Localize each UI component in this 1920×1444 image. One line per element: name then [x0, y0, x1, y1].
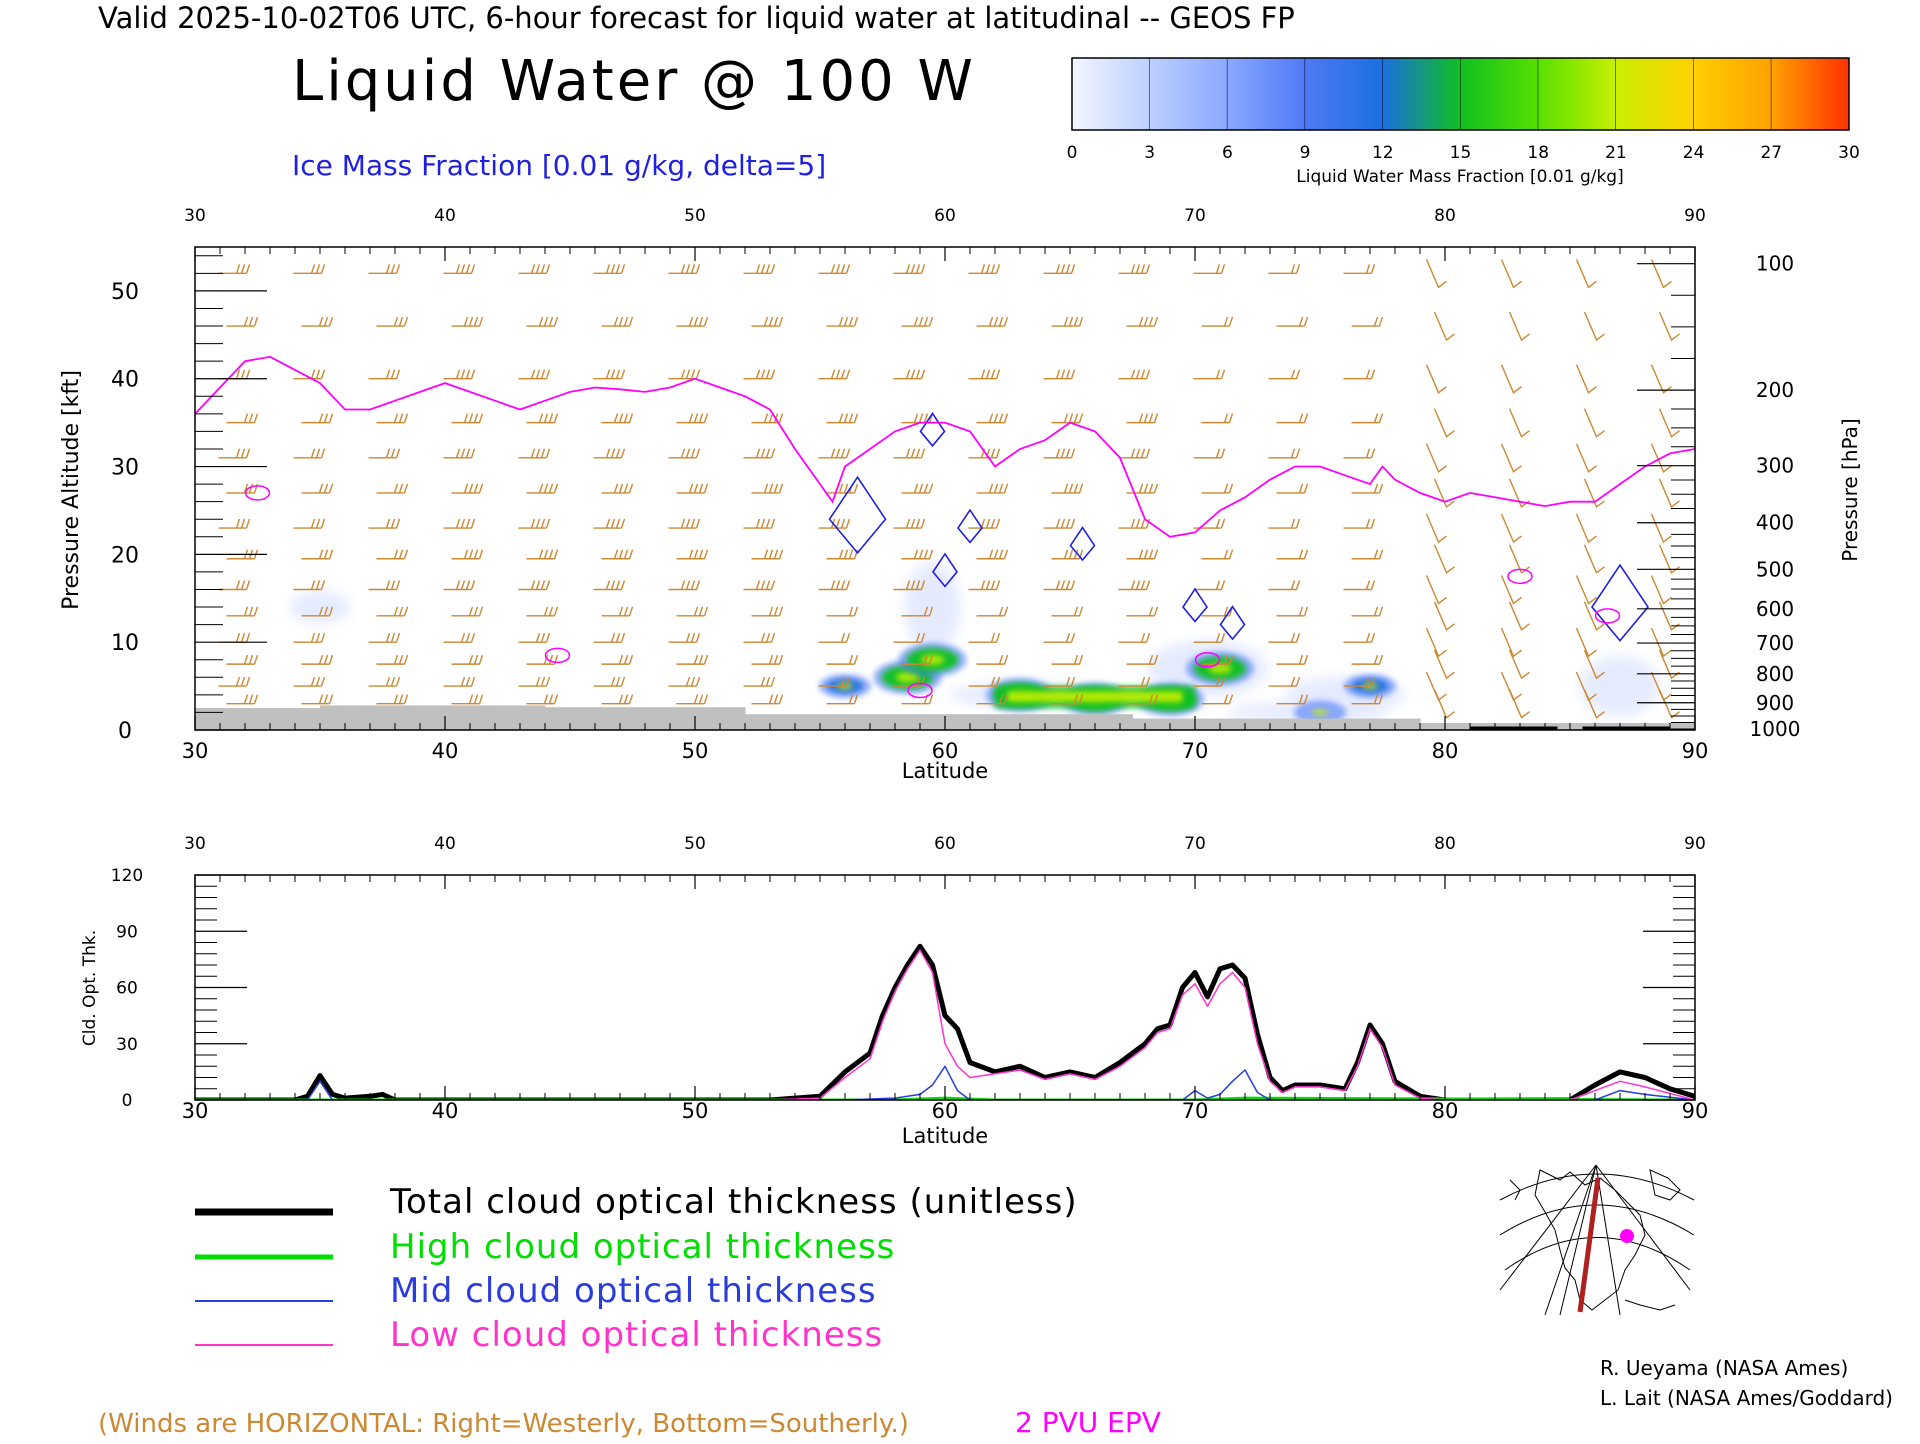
y-tick-label: 60	[116, 979, 138, 999]
pressure-tick-label: 600	[1756, 597, 1794, 621]
cross-section-xlabel: Latitude	[902, 759, 988, 783]
top-tick-label: 90	[1684, 834, 1706, 854]
y-tick-label: 0	[122, 1091, 133, 1111]
valid-line: Valid 2025-10-02T06 UTC, 6-hour forecast…	[98, 1, 1295, 35]
pressure-tick-label: 300	[1756, 454, 1794, 478]
legend: Total cloud optical thickness (unitless)…	[195, 1182, 1078, 1355]
legend-label-mid: Mid cloud optical thickness	[390, 1271, 877, 1311]
y-tick-label: 30	[116, 1035, 138, 1055]
pressure-tick-label: 1000	[1750, 717, 1801, 741]
x-tick-label: 80	[1432, 739, 1459, 763]
x-tick-label: 80	[1432, 1099, 1459, 1123]
colorbar-tick-label: 27	[1760, 143, 1782, 163]
colorbar: 0 3 6 9 12 15 18 21 24 27 30 Liquid Water Mass Fra…	[1067, 58, 1860, 187]
map-marker	[1620, 1229, 1634, 1243]
legend-label-low: Low cloud optical thickness	[390, 1315, 883, 1355]
x-tick-label: 50	[682, 1099, 709, 1123]
legend-label-total: Total cloud optical thickness (unitless)	[389, 1182, 1078, 1222]
top-tick-label: 60	[934, 834, 956, 854]
y-tick-label: 20	[111, 543, 139, 568]
colorbar-segment	[1072, 58, 1150, 130]
cross-section-ylabel-right: Pressure [hPa]	[1838, 418, 1862, 561]
colorbar-tick-label: 0	[1067, 143, 1078, 163]
legend-label-high: High cloud optical thickness	[390, 1227, 895, 1267]
epv-note: 2 PVU EPV	[1015, 1406, 1161, 1439]
colorbar-tick-label: 12	[1372, 143, 1394, 163]
winds-note: (Winds are HORIZONTAL: Right=Westerly, B…	[98, 1409, 909, 1439]
colorbar-tick-label: 24	[1683, 143, 1705, 163]
y-tick-label: 30	[111, 456, 139, 481]
colorbar-tick-label: 30	[1838, 143, 1860, 163]
colorbar-segment	[1538, 58, 1616, 130]
x-tick-label: 50	[682, 739, 709, 763]
x-tick-label: 40	[432, 1099, 459, 1123]
y-tick-label: 120	[111, 866, 143, 886]
x-tick-label: 70	[1182, 1099, 1209, 1123]
colorbar-tick-label: 6	[1222, 143, 1233, 163]
pressure-tick-label: 700	[1756, 631, 1794, 655]
colorbar-segment	[1616, 58, 1694, 130]
top-tick-label: 40	[434, 834, 456, 854]
x-tick-label: 90	[1682, 739, 1709, 763]
top-tick-label: 90	[1684, 206, 1706, 226]
top-tick-label: 80	[1434, 834, 1456, 854]
colorbar-segment	[1383, 58, 1461, 130]
cross-section-ylabel: Pressure Altitude [kft]	[59, 370, 84, 610]
colorbar-segment	[1305, 58, 1383, 130]
colorbar-tick-label: 18	[1527, 143, 1549, 163]
colorbar-label: Liquid Water Mass Fraction [0.01 g/kg]	[1296, 167, 1623, 187]
colorbar-tick-label: 9	[1300, 143, 1311, 163]
pressure-tick-label: 100	[1756, 252, 1794, 276]
colorbar-tick-label: 3	[1144, 143, 1155, 163]
credit-line-1: R. Ueyama (NASA Ames)	[1600, 1356, 1848, 1380]
x-tick-label: 30	[182, 1099, 209, 1123]
y-tick-label: 10	[111, 631, 139, 656]
y-tick-label: 50	[111, 280, 139, 305]
x-tick-label: 90	[1682, 1099, 1709, 1123]
colorbar-segment	[1461, 58, 1539, 130]
top-tick-label: 30	[184, 834, 206, 854]
top-tick-label: 50	[684, 834, 706, 854]
x-tick-label: 70	[1182, 739, 1209, 763]
y-tick-label: 0	[118, 719, 132, 744]
locator-map	[1498, 1165, 1694, 1315]
colorbar-tick-label: 15	[1450, 143, 1472, 163]
colorbar-segment	[1771, 58, 1849, 130]
top-tick-label: 30	[184, 206, 206, 226]
optical-thickness-panel: 30 40 50 60 70 80 90 30 40 50 60 70 80 90 0 30 60 90 120 L…	[80, 834, 1708, 1148]
pressure-tick-label: 800	[1756, 662, 1794, 686]
pressure-tick-label: 400	[1756, 511, 1794, 535]
x-tick-label: 40	[432, 739, 459, 763]
colorbar-segment	[1694, 58, 1772, 130]
colorbar-segment	[1227, 58, 1305, 130]
top-tick-label: 60	[934, 206, 956, 226]
page-title: Liquid Water @ 100 W	[292, 49, 976, 114]
cross-section-panel: 30 40 50 60 70 80 9030 40 50 60 70 80 90010203040501…	[59, 206, 1862, 783]
pressure-tick-label: 500	[1756, 557, 1794, 581]
colorbar-tick-label: 21	[1605, 143, 1627, 163]
pressure-tick-label: 900	[1756, 691, 1794, 715]
colorbar-segment	[1150, 58, 1228, 130]
top-tick-label: 70	[1184, 206, 1206, 226]
y-tick-label: 90	[116, 922, 138, 942]
y-tick-label: 40	[111, 368, 139, 393]
x-tick-label: 30	[182, 739, 209, 763]
pressure-tick-label: 200	[1756, 378, 1794, 402]
top-tick-label: 50	[684, 206, 706, 226]
optical-thickness-xlabel: Latitude	[902, 1124, 988, 1148]
credit-line-2: L. Lait (NASA Ames/Goddard)	[1600, 1386, 1893, 1410]
top-tick-label: 80	[1434, 206, 1456, 226]
optical-thickness-ylabel: Cld. Opt. Thk.	[80, 930, 100, 1046]
ice-label: Ice Mass Fraction [0.01 g/kg, delta=5]	[292, 149, 826, 182]
top-tick-label: 40	[434, 206, 456, 226]
x-tick-label: 60	[932, 1099, 959, 1123]
top-tick-label: 70	[1184, 834, 1206, 854]
